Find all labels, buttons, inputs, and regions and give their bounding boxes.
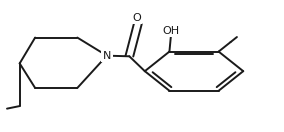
Text: O: O	[132, 13, 141, 23]
Text: OH: OH	[163, 25, 180, 36]
Text: N: N	[103, 51, 111, 61]
